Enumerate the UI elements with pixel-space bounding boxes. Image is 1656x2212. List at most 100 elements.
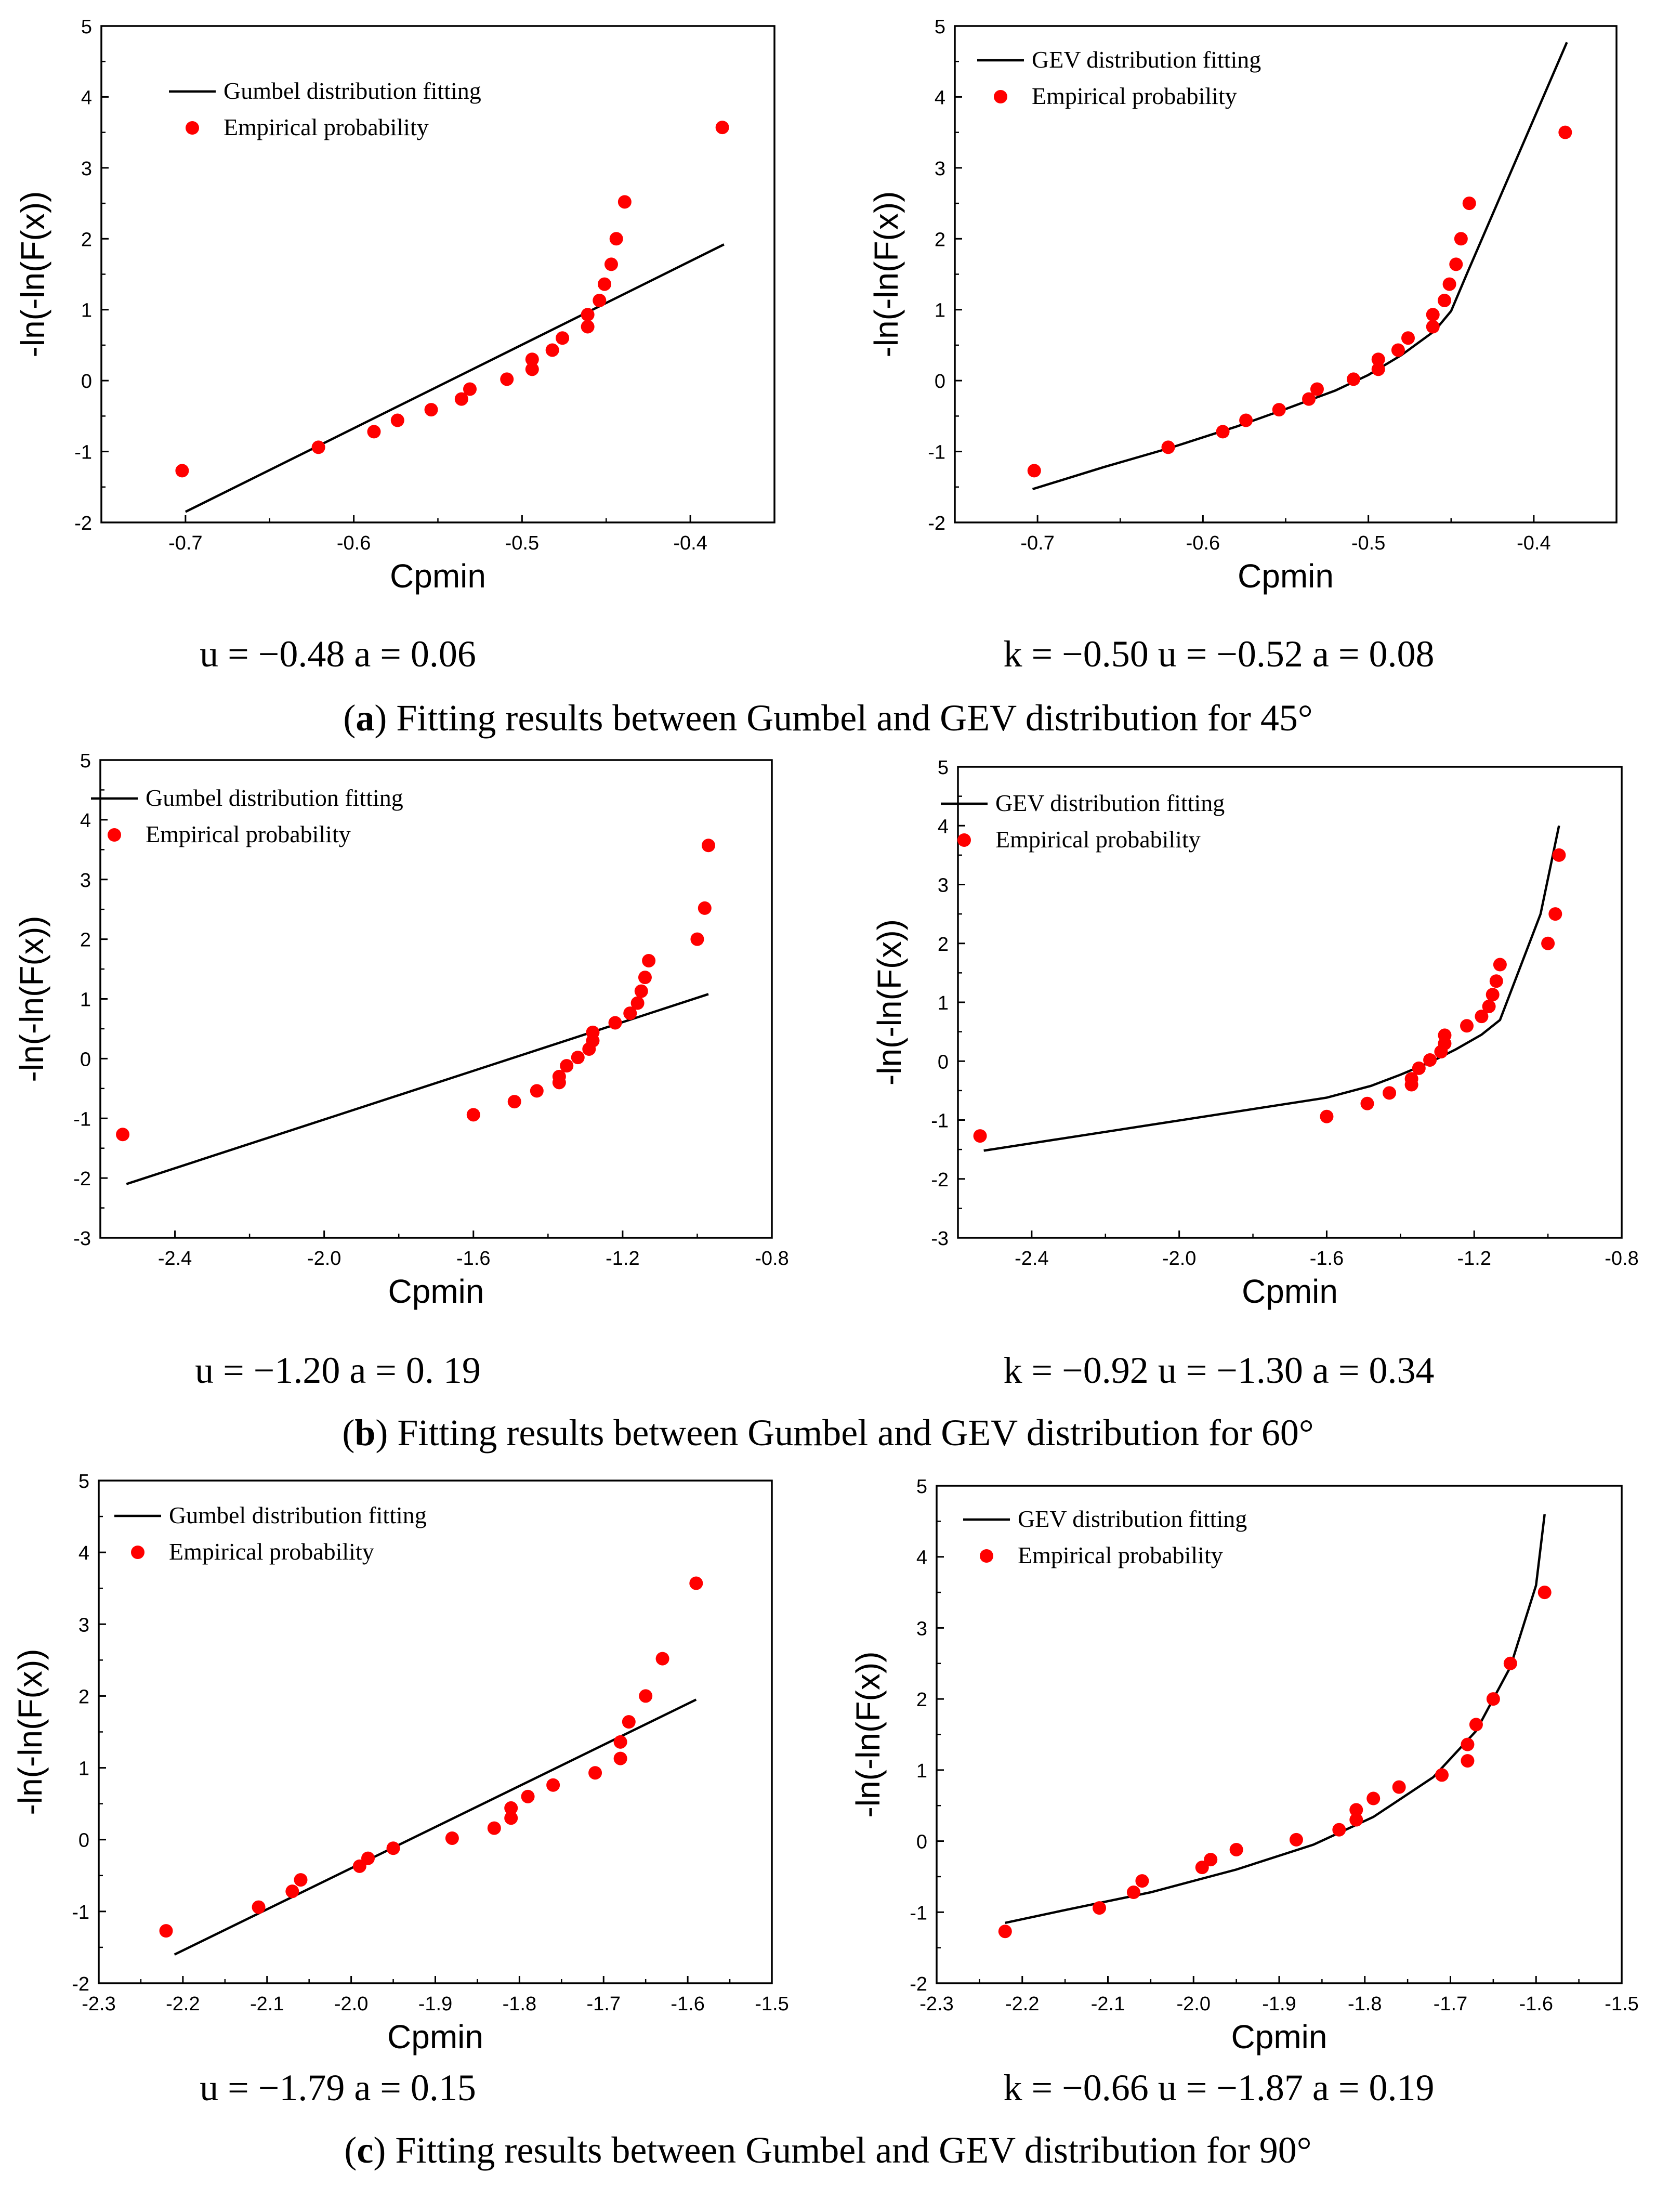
empirical-point — [1438, 1028, 1452, 1042]
empirical-point — [1216, 425, 1230, 439]
x-axis-label: Cpmin — [388, 1273, 484, 1310]
empirical-point — [1289, 1833, 1303, 1847]
legend-point-swatch — [994, 90, 1007, 103]
caption-b-text: Fitting results between Gumbel and GEV d… — [397, 1412, 1313, 1454]
empirical-point — [617, 195, 632, 209]
caption-b: (b) Fitting results between Gumbel and G… — [342, 1412, 1313, 1454]
chart-c-right: -2.3 -2.2 -2.1 -2.0 -1.9 -1.8 -1.7 -1.6 -1.5 -2 -1… — [849, 1476, 1639, 2056]
y-tick-label: 0 — [916, 1831, 927, 1853]
y-tick-label: 2 — [81, 229, 92, 251]
empirical-point — [598, 277, 612, 291]
empirical-point — [1461, 1754, 1475, 1768]
empirical-point — [1486, 988, 1500, 1002]
params-a-left: u = −0.48 a = 0.06 — [200, 633, 476, 675]
empirical-point — [530, 1084, 544, 1098]
legend-empirical-label: Empirical probability — [146, 821, 351, 847]
empirical-point — [1548, 907, 1562, 921]
y-tick-label: -3 — [73, 1228, 91, 1250]
y-tick-label: 1 — [80, 989, 91, 1011]
x-tick-label: -2.0 — [1177, 1993, 1211, 2015]
empirical-point — [1442, 277, 1456, 291]
x-tick-label: -0.5 — [505, 532, 539, 554]
y-tick-label: -1 — [73, 1108, 91, 1130]
x-tick-label: -0.6 — [337, 532, 371, 554]
empirical-point — [1489, 974, 1503, 988]
empirical-point — [1412, 1061, 1426, 1075]
legend-point-swatch — [186, 121, 199, 135]
legend-empirical-label: Empirical probability — [1018, 1542, 1223, 1568]
empirical-point — [1391, 343, 1405, 357]
x-tick-label: -1.8 — [503, 1993, 536, 2015]
legend-fit-label: GEV distribution fitting — [1018, 1506, 1247, 1532]
empirical-point — [609, 232, 623, 246]
x-tick-label: -0.4 — [673, 532, 707, 554]
y-tick-label: 3 — [916, 1618, 927, 1640]
x-tick-label: -1.9 — [1262, 1993, 1296, 2015]
empirical-point — [581, 308, 595, 322]
legend-point-swatch — [957, 833, 971, 847]
y-tick-label: -2 — [928, 513, 945, 534]
empirical-point — [285, 1884, 299, 1899]
x-tick-label: -1.6 — [671, 1993, 704, 2015]
params-a-right: k = −0.50 u = −0.52 a = 0.08 — [1004, 633, 1435, 675]
empirical-point — [487, 1821, 501, 1835]
empirical-point — [1349, 1813, 1363, 1827]
empirical-point — [159, 1924, 173, 1938]
y-tick-label: 2 — [938, 934, 949, 956]
y-tick-label: 0 — [78, 1830, 89, 1852]
empirical-point — [715, 121, 729, 135]
legend-empirical-label: Empirical probability — [1032, 83, 1237, 109]
y-tick-label: 5 — [81, 16, 92, 38]
x-tick-label: -1.6 — [456, 1248, 490, 1269]
empirical-point — [1426, 320, 1440, 334]
empirical-point — [1093, 1901, 1107, 1915]
x-tick-label: -1.6 — [1310, 1248, 1344, 1269]
chart-b-right: -2.4 -2.0 -1.6 -1.2 -0.8 -3 -2 -1 0 1 2 3 4 5 Cpmin -ln… — [871, 757, 1639, 1310]
x-axis-label: Cpmin — [1242, 1273, 1338, 1310]
legend-point-swatch — [131, 1546, 144, 1559]
empirical-point — [1558, 125, 1572, 139]
fit-line — [1032, 42, 1568, 491]
empirical-point — [463, 382, 477, 396]
x-tick-label: -2.3 — [82, 1993, 115, 2015]
empirical-point — [560, 1059, 574, 1073]
empirical-point — [604, 257, 618, 271]
empirical-point — [655, 1652, 669, 1666]
y-tick-label: 3 — [938, 875, 949, 897]
empirical-point — [1541, 936, 1555, 950]
fit-line — [185, 243, 725, 513]
caption-c: (c) Fitting results between Gumbel and G… — [344, 2129, 1311, 2171]
y-tick-label: 0 — [938, 1051, 949, 1073]
empirical-point — [608, 1016, 622, 1030]
empirical-point — [1302, 392, 1316, 406]
empirical-point — [1423, 1053, 1437, 1067]
caption-a-letter: a — [356, 697, 374, 739]
x-axis-label: Cpmin — [1238, 557, 1334, 595]
empirical-point — [1503, 1656, 1517, 1670]
x-tick-label: -1.2 — [1457, 1248, 1491, 1269]
x-tick-label: -1.8 — [1348, 1993, 1382, 2015]
empirical-point — [1449, 257, 1463, 271]
legend-point-swatch — [980, 1549, 993, 1563]
empirical-point — [1320, 1109, 1334, 1123]
empirical-point — [571, 1051, 585, 1065]
empirical-point — [1486, 1692, 1500, 1706]
x-tick-label: -0.6 — [1186, 532, 1220, 554]
x-tick-label: -0.7 — [168, 532, 202, 554]
empirical-point — [1229, 1842, 1243, 1856]
y-tick-label: 4 — [80, 810, 91, 832]
y-tick-label: 3 — [80, 870, 91, 892]
y-tick-label: -1 — [931, 1110, 949, 1132]
empirical-point — [424, 403, 438, 417]
y-axis-label: -ln(-ln(F(x)) — [849, 1652, 887, 1818]
x-tick-label: -2.0 — [1162, 1248, 1196, 1269]
x-tick-label: -1.7 — [587, 1993, 621, 2015]
empirical-point — [311, 440, 325, 454]
y-axis-label: -ln(-ln(F(x)) — [11, 1649, 49, 1815]
empirical-point — [1027, 464, 1041, 478]
chart-a-right: -0.7 -0.6 -0.5 -0.4 -2 -1 0 1 2 3 4 5 Cpmin -ln(-ln(F… — [868, 16, 1618, 595]
y-tick-label: 1 — [81, 300, 92, 322]
x-tick-label: -0.8 — [755, 1248, 788, 1269]
x-tick-label: -0.8 — [1605, 1248, 1638, 1269]
empirical-point — [507, 1095, 521, 1109]
